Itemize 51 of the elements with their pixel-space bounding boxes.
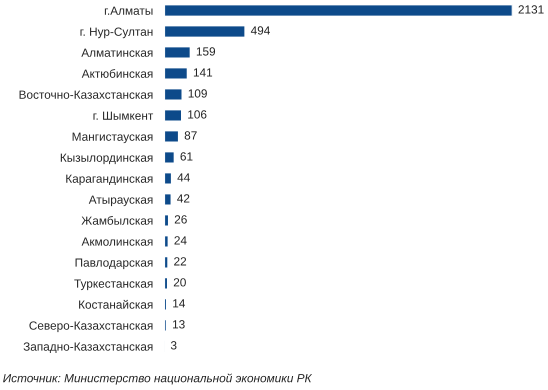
y-tick-label: г.Алматы bbox=[104, 6, 152, 15]
data-label: 87 bbox=[184, 131, 197, 140]
bar bbox=[164, 276, 168, 290]
bar bbox=[164, 234, 170, 248]
y-tick-label: Жамбылская bbox=[81, 216, 152, 225]
data-label: 109 bbox=[188, 89, 207, 98]
data-label: 2131 bbox=[518, 5, 544, 14]
bar bbox=[164, 130, 180, 143]
y-tick-label: Алматинская bbox=[81, 48, 152, 57]
data-label: 159 bbox=[196, 47, 216, 56]
data-label: 26 bbox=[174, 215, 187, 224]
bar bbox=[164, 46, 192, 59]
bar bbox=[164, 108, 182, 122]
bar bbox=[164, 4, 512, 17]
y-tick-label: Карагандинская bbox=[66, 174, 152, 186]
y-tick-label: Туркестанская bbox=[74, 280, 152, 290]
data-label: 494 bbox=[250, 26, 270, 35]
data-label: 22 bbox=[174, 257, 186, 266]
data-label: 3 bbox=[170, 341, 176, 350]
y-tick-label: Восточно-Казахстанская bbox=[20, 90, 152, 99]
bar bbox=[164, 318, 168, 332]
data-label: 24 bbox=[174, 236, 187, 244]
text: Источник: Министерство национальной экономики РК bbox=[3, 373, 312, 385]
data-label: 20 bbox=[174, 278, 186, 287]
y-tick-label: Мангистауская bbox=[72, 132, 152, 144]
bar bbox=[164, 150, 176, 164]
y-tick-label: г. Шымкент bbox=[93, 112, 154, 120]
y-tick-label: Павлодарская bbox=[76, 258, 152, 270]
data-label: 14 bbox=[173, 299, 186, 308]
y-tick-label: Актюбинская bbox=[82, 69, 152, 78]
bar bbox=[164, 256, 169, 269]
data-label: 106 bbox=[188, 110, 206, 119]
data-label: 141 bbox=[194, 68, 212, 77]
bar bbox=[164, 88, 183, 101]
data-label: 61 bbox=[180, 152, 192, 161]
bar bbox=[164, 67, 188, 80]
bar bbox=[164, 214, 170, 227]
bar bbox=[164, 25, 246, 38]
data-label: 44 bbox=[177, 173, 190, 182]
y-tick-label: Костанайская bbox=[79, 300, 152, 309]
bar bbox=[164, 192, 172, 206]
bar bbox=[164, 298, 168, 311]
bar bbox=[164, 172, 172, 185]
y-tick-label: Северо-Казахстанская bbox=[29, 321, 152, 332]
data-label: 13 bbox=[172, 320, 185, 329]
y-tick-label: Атырауская bbox=[88, 196, 152, 206]
data-label: 42 bbox=[177, 194, 190, 202]
y-tick-label: Западно-Казахстанская bbox=[24, 342, 152, 353]
y-tick-label: г. Нур-Султан bbox=[80, 28, 152, 38]
y-tick-label: Кызылординская bbox=[60, 154, 152, 164]
y-tick-label: Акмолинская bbox=[82, 238, 152, 246]
